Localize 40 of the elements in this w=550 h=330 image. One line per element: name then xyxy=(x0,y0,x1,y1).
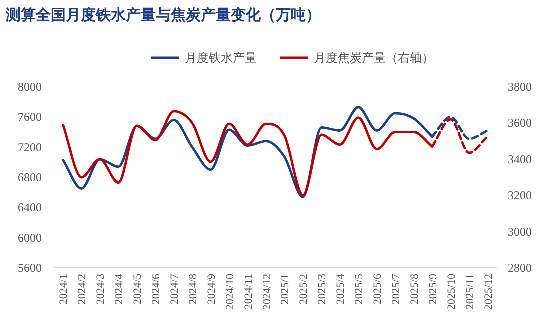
y2-tick-label: 3000 xyxy=(508,224,532,239)
y-tick-label: 6800 xyxy=(18,170,42,184)
x-tick-label: 2024/8 xyxy=(187,274,200,305)
x-tick-label: 2025/2 xyxy=(298,274,310,305)
x-tick-label: 2025/8 xyxy=(408,274,421,305)
y2-tick-label: 2800 xyxy=(508,261,532,275)
y-tick-label: 5600 xyxy=(18,261,42,275)
x-tick-label: 2025/4 xyxy=(335,274,348,305)
x-tick-label: 2024/11 xyxy=(242,274,255,310)
x-tick-label: 2025/7 xyxy=(390,274,402,305)
y-tick-label: 6000 xyxy=(18,230,42,245)
legend-label: 月度焦炭产量（右轴） xyxy=(314,51,434,65)
y-tick-label: 8000 xyxy=(18,80,42,94)
legend-label: 月度铁水产量 xyxy=(185,51,257,65)
y2-tick-label: 3400 xyxy=(508,152,532,166)
x-tick-label: 2024/2 xyxy=(76,274,89,305)
x-tick-label: 2024/9 xyxy=(206,274,218,305)
x-tick-label: 2024/1 xyxy=(58,274,70,305)
x-tick-label: 2025/9 xyxy=(427,274,440,305)
x-tick-label: 2024/6 xyxy=(150,274,163,305)
x-tick-label: 2024/4 xyxy=(114,274,126,305)
x-tick-label: 2024/3 xyxy=(95,274,108,305)
y-tick-label: 7200 xyxy=(18,140,42,154)
x-tick-label: 2024/10 xyxy=(224,274,236,310)
y-tick-label: 7600 xyxy=(18,110,42,124)
x-tick-label: 2025/11 xyxy=(464,274,476,310)
x-tick-label: 2025/6 xyxy=(372,274,384,305)
x-tick-label: 2025/12 xyxy=(482,274,495,310)
x-tick-label: 2025/1 xyxy=(280,274,292,305)
x-tick-label: 2025/10 xyxy=(446,274,458,310)
chart-title: 测算全国月度铁水产量与焦炭产量变化（万吨） xyxy=(5,6,321,24)
y2-tick-label: 3200 xyxy=(508,188,532,203)
y-tick-label: 6400 xyxy=(18,200,42,215)
x-tick-label: 2024/5 xyxy=(132,274,144,305)
y2-tick-label: 3800 xyxy=(508,80,532,94)
x-tick-label: 2025/3 xyxy=(316,274,329,305)
x-tick-label: 2024/7 xyxy=(168,274,181,305)
x-tick-label: 2025/5 xyxy=(354,274,366,305)
x-tick-label: 2024/12 xyxy=(261,274,274,310)
y2-tick-label: 3600 xyxy=(508,116,532,130)
